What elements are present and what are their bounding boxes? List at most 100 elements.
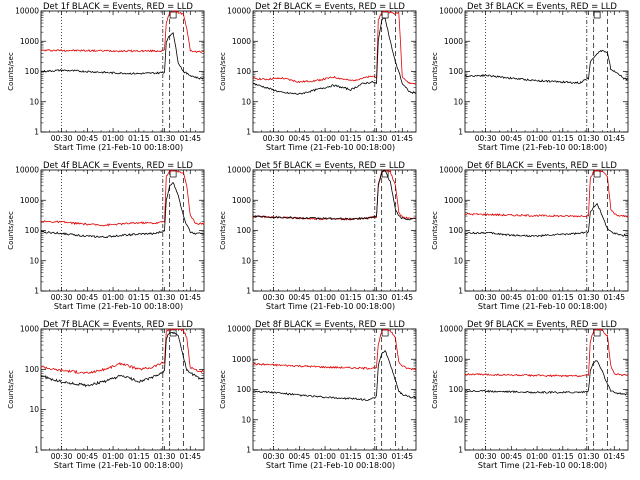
x-tick-label: 01:15 — [340, 134, 362, 143]
x-tick-label: 00:45 — [289, 134, 311, 143]
y-tick-label: 10 — [29, 97, 39, 106]
y-axis-label: Counts/sec — [431, 211, 439, 250]
y-tick-label: 10 — [453, 415, 463, 424]
x-tick-label: 01:15 — [552, 452, 574, 461]
x-tick-label: 01:15 — [128, 452, 150, 461]
series-line-events — [464, 202, 629, 238]
x-tick-label: 01:30 — [154, 134, 176, 143]
series-line-lld — [252, 10, 417, 85]
x-tick-label: 01:30 — [578, 134, 600, 143]
x-tick-label: 01:00 — [526, 452, 548, 461]
series-line-events — [252, 349, 417, 402]
x-tick-label: 00:45 — [77, 293, 99, 302]
x-axis-label: Start Time (21-Feb-10 00:18:00) — [266, 461, 395, 470]
x-tick-label: 00:30 — [263, 134, 285, 143]
x-tick-label: 01:00 — [526, 134, 548, 143]
panel-title: Det 8f BLACK = Events, RED = LLD — [255, 320, 405, 330]
y-tick-label: 10000 — [15, 7, 39, 16]
attenuator-marker — [381, 329, 389, 337]
y-axis-label: Counts/sec — [7, 211, 15, 250]
y-axis-label: Counts/sec — [7, 52, 15, 91]
y-tick-label: 1 — [34, 128, 39, 137]
y-tick-label: 10 — [241, 97, 251, 106]
x-tick-label: 01:15 — [128, 293, 150, 302]
x-tick-label: 00:30 — [263, 452, 285, 461]
x-tick-label: 00:45 — [77, 452, 99, 461]
x-tick-label: 01:00 — [314, 452, 336, 461]
x-axis-label: Start Time (21-Feb-10 00:18:00) — [54, 143, 183, 152]
y-tick-label: 100 — [25, 67, 40, 76]
x-tick-label: 00:30 — [51, 134, 73, 143]
y-tick-label: 1 — [246, 128, 251, 137]
x-tick-label: 01:00 — [102, 293, 124, 302]
x-tick-label: 00:45 — [501, 452, 523, 461]
plot-frame — [252, 10, 417, 133]
x-tick-label: 01:45 — [391, 452, 413, 461]
x-tick-label: 00:30 — [475, 293, 497, 302]
x-tick-label: 01:45 — [391, 134, 413, 143]
x-tick-label: 01:00 — [526, 293, 548, 302]
panel-title: Det 4f BLACK = Events, RED = LLD — [43, 161, 193, 171]
x-tick-label: 01:30 — [366, 452, 388, 461]
y-tick-label: 100 — [237, 385, 252, 394]
y-tick-label: 100 — [25, 226, 40, 235]
x-tick-label: 01:30 — [366, 293, 388, 302]
series-line-lld — [252, 328, 417, 371]
series-line-events — [40, 331, 205, 388]
panel-det-6: Det 6f BLACK = Events, RED = LLD 1 10 100 10… — [431, 161, 629, 311]
x-tick-label: 01:30 — [154, 293, 176, 302]
y-axis-label: Counts/sec — [219, 211, 227, 250]
series-line-events — [252, 17, 417, 95]
attenuator-marker — [593, 170, 601, 178]
attenuator-marker — [593, 329, 601, 337]
panel-det-1: Det 1f BLACK = Events, RED = LLD 1 10 100 10… — [7, 2, 205, 152]
y-tick-label: 100 — [237, 67, 252, 76]
x-tick-label: 01:15 — [552, 134, 574, 143]
x-tick-label: 01:30 — [578, 452, 600, 461]
y-axis-label: Counts/sec — [219, 52, 227, 91]
series-line-lld — [464, 328, 629, 378]
y-tick-label: 100 — [449, 67, 464, 76]
series-line-lld — [40, 10, 205, 53]
y-tick-label: 10 — [241, 415, 251, 424]
x-axis-label: Start Time (21-Feb-10 00:18:00) — [478, 461, 607, 470]
x-tick-label: 01:45 — [179, 134, 201, 143]
y-tick-label: 1 — [458, 287, 463, 296]
y-tick-label: 10 — [241, 256, 251, 265]
x-tick-label: 00:45 — [501, 293, 523, 302]
y-tick-label: 1 — [34, 287, 39, 296]
x-tick-label: 00:30 — [263, 293, 285, 302]
y-tick-label: 1 — [246, 287, 251, 296]
series-line-lld — [252, 169, 417, 221]
x-tick-label: 01:00 — [314, 293, 336, 302]
series-line-events — [40, 31, 205, 80]
y-tick-label: 1 — [246, 446, 251, 455]
y-tick-label: 1000 — [444, 196, 463, 205]
plot-frame — [40, 328, 205, 451]
series-line-events — [252, 169, 417, 221]
x-tick-label: 01:15 — [340, 293, 362, 302]
plot-frame — [40, 169, 205, 292]
x-tick-label: 01:15 — [128, 134, 150, 143]
plot-frame — [464, 10, 629, 133]
y-tick-label: 1000 — [232, 355, 251, 364]
y-tick-label: 10 — [29, 256, 39, 265]
series-line-events — [464, 49, 629, 85]
panel-title: Det 1f BLACK = Events, RED = LLD — [43, 2, 193, 12]
x-axis-label: Start Time (21-Feb-10 00:18:00) — [266, 302, 395, 311]
y-tick-label: 1 — [458, 446, 463, 455]
y-tick-label: 1000 — [20, 196, 39, 205]
y-tick-label: 10000 — [439, 166, 463, 175]
series-line-events — [464, 360, 629, 396]
y-tick-label: 1000 — [20, 325, 39, 334]
x-tick-label: 01:45 — [179, 452, 201, 461]
y-tick-label: 1 — [458, 128, 463, 137]
panel-det-5: Det 5f BLACK = Events, RED = LLD 1 10 100 10… — [219, 161, 417, 311]
panel-det-8: Det 8f BLACK = Events, RED = LLD 1 10 100 10… — [219, 320, 417, 470]
y-tick-label: 100 — [449, 226, 464, 235]
panel-title: Det 7f BLACK = Events, RED = LLD — [43, 320, 193, 330]
y-tick-label: 1000 — [232, 196, 251, 205]
panel-det-3: Det 3f BLACK = Events, RED = LLD 1 10 100 10… — [431, 2, 629, 152]
y-axis-label: Counts/sec — [431, 52, 439, 91]
